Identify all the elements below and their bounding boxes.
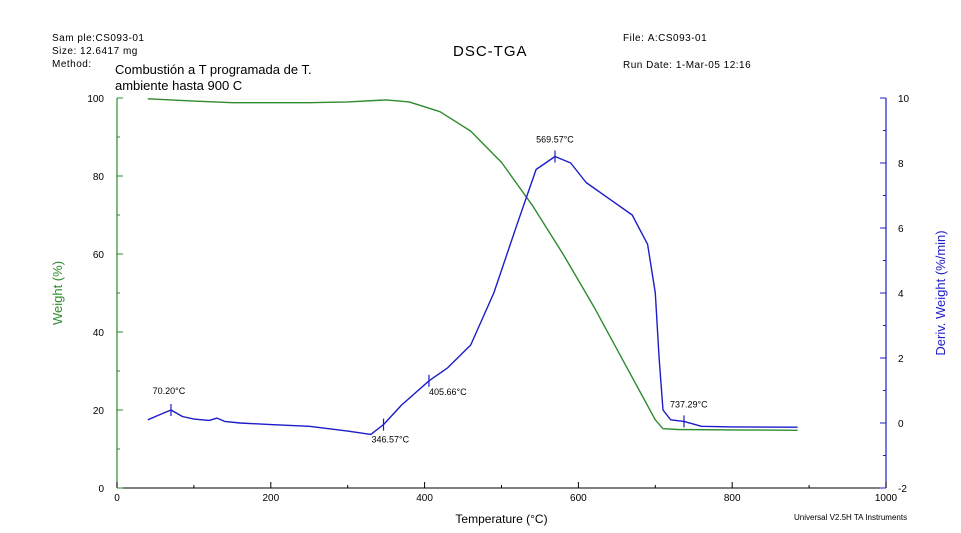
sample-info: Sam ple:CS093-01 <box>52 33 145 44</box>
sample-label: Sam ple: <box>52 33 96 44</box>
y-right-tick-label: 2 <box>898 354 904 365</box>
sample-value: CS093-01 <box>95 33 145 44</box>
x-axis-label: Temperature (°C) <box>455 512 547 526</box>
y-left-tick-label: 40 <box>93 328 105 339</box>
size-info: Size: 12.6417 mg <box>52 46 138 57</box>
method-label: Method: <box>52 59 92 70</box>
chart-title: DSC-TGA <box>453 43 528 60</box>
x-tick-label: 200 <box>262 493 279 504</box>
run-date-value: 1-Mar-05 12:16 <box>675 60 752 71</box>
y-right-tick-label: 10 <box>898 94 910 105</box>
size-value: 12.6417 mg <box>80 46 138 57</box>
y-right-tick-label: -2 <box>898 484 907 495</box>
y-left-tick-label: 0 <box>98 484 104 495</box>
y-right-tick-label: 0 <box>898 419 904 430</box>
x-tick-label: 400 <box>416 493 433 504</box>
instrument-footer: Universal V2.5H TA Instruments <box>794 513 908 522</box>
file-info: File: A:CS093-01 <box>623 33 707 44</box>
y-right-tick-label: 6 <box>898 224 904 235</box>
x-tick-label: 0 <box>114 493 120 504</box>
peak-label: 405.66°C <box>429 387 467 397</box>
run-date-info: Run Date: 1-Mar-05 12:16 <box>623 60 751 71</box>
method-line-1: Combustión a T programada de T. <box>115 62 312 77</box>
y-left-tick-label: 60 <box>93 250 105 261</box>
method-line-2: ambiente hasta 900 C <box>115 78 243 93</box>
y-axis-right-label: Deriv. Weight (%/min) <box>933 230 948 355</box>
y-left-tick-label: 100 <box>87 94 104 105</box>
x-tick-label: 1000 <box>875 493 898 504</box>
peak-label: 346.57°C <box>372 435 410 445</box>
y-left-tick-label: 80 <box>93 172 105 183</box>
run-date-label: Run Date: <box>623 60 673 71</box>
weight-curve <box>147 98 798 431</box>
file-value: A:CS093-01 <box>647 33 708 44</box>
y-right-tick-label: 4 <box>898 289 904 300</box>
x-tick-label: 600 <box>570 493 587 504</box>
peak-label: 569.57°C <box>536 135 574 145</box>
size-label: Size: <box>52 46 77 57</box>
y-axis-left-label: Weight (%) <box>50 261 65 325</box>
y-right-tick-label: 8 <box>898 159 904 170</box>
y-left-tick-label: 20 <box>93 406 105 417</box>
peak-label: 737.29°C <box>670 399 708 409</box>
peak-label: 70.20°C <box>153 386 186 396</box>
file-label: File: <box>623 33 645 44</box>
deriv-weight-curve <box>147 155 798 436</box>
x-tick-label: 800 <box>724 493 741 504</box>
